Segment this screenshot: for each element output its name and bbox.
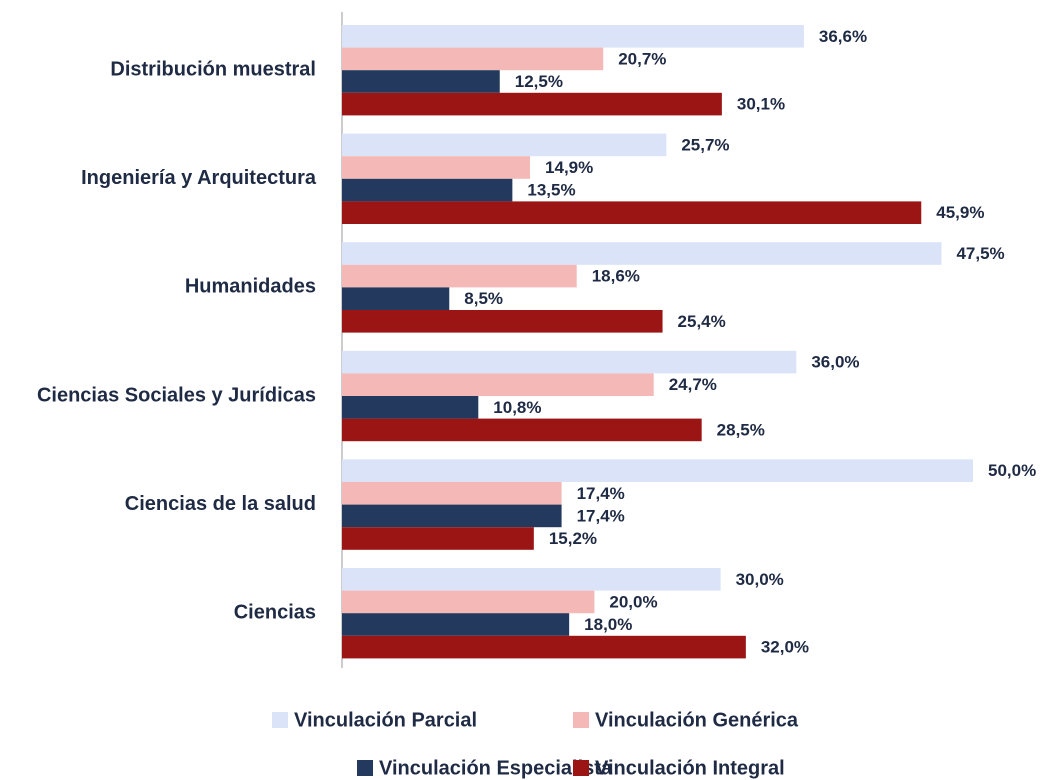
bar [342,156,531,179]
bar [342,482,562,505]
legend-swatch [573,712,589,728]
legend-label: Vinculación Especialista [379,757,613,779]
value-label: 12,5% [515,72,563,91]
value-label: 10,8% [493,398,541,417]
bar [342,287,450,310]
value-label: 17,4% [577,484,625,503]
bar [342,396,479,419]
legend-swatch [357,760,373,776]
value-label: 13,5% [527,181,575,200]
value-label: 47,5% [956,244,1004,263]
legend-swatch [573,760,589,776]
category-label: Ciencias [234,601,316,623]
category-label: Ingeniería y Arquitectura [81,167,317,189]
bar [342,133,667,157]
bar [342,25,804,48]
bar [342,310,663,333]
legend-label: Vinculación Parcial [294,709,477,731]
category-label: Humanidades [185,276,316,298]
value-label: 18,6% [592,267,640,286]
bar [342,590,595,614]
category-label: Distribución muestral [110,58,316,80]
value-label: 32,0% [761,638,809,657]
value-label: 36,0% [811,353,859,372]
bar [342,527,534,550]
value-label: 30,0% [736,570,784,589]
bar [342,242,942,265]
value-label: 30,1% [737,95,785,114]
bar [342,504,562,528]
value-label: 8,5% [464,289,503,308]
value-label: 24,7% [669,375,717,394]
bar [342,613,570,636]
category-label: Ciencias de la salud [125,493,316,515]
value-label: 17,4% [577,506,625,525]
bar [342,418,702,442]
value-label: 20,0% [609,592,657,611]
value-label: 36,6% [819,27,867,46]
value-label: 45,9% [936,203,984,222]
value-label: 50,0% [988,461,1036,480]
bar [342,92,722,116]
bar [342,635,746,659]
bar [342,373,654,396]
value-label: 25,4% [678,312,726,331]
legend-label: Vinculación Integral [595,757,785,779]
bar [342,178,513,202]
bar [342,350,797,374]
value-label: 18,0% [584,615,632,634]
value-label: 14,9% [545,158,593,177]
bar [342,47,604,71]
value-label: 15,2% [549,529,597,548]
bar [342,201,922,224]
value-label: 20,7% [618,49,666,68]
bar [342,459,973,482]
legend-label: Vinculación Genérica [595,709,799,731]
bar [342,70,500,93]
value-label: 28,5% [717,420,765,439]
legend-swatch [272,712,288,728]
category-label: Ciencias Sociales y Jurídicas [37,384,316,406]
bar [342,568,721,591]
value-label: 25,7% [681,135,729,154]
bar [342,264,577,288]
